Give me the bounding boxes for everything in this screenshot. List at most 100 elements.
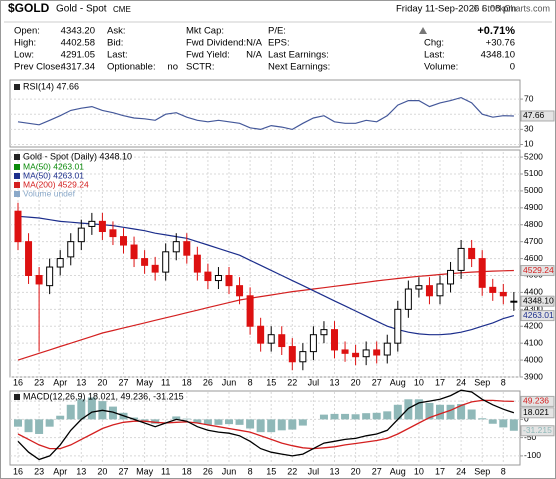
x-tick-label: 24 xyxy=(456,466,466,476)
x-tick-label: 13 xyxy=(76,466,86,476)
histogram-bar xyxy=(203,419,212,425)
candle-body xyxy=(320,329,328,336)
candle-body xyxy=(425,285,433,297)
x-tick-label: 15 xyxy=(266,466,276,476)
value-tag: 49.236 xyxy=(523,396,549,406)
candle-body xyxy=(35,274,43,285)
info-value: +30.76 xyxy=(486,38,515,49)
info-value: 0 xyxy=(510,62,515,73)
x-tick-label: May xyxy=(136,466,154,476)
candle-body xyxy=(77,227,85,243)
y-tick-label: 4200 xyxy=(524,320,543,330)
info-label: Bid: xyxy=(107,38,123,49)
exchange: CME xyxy=(113,5,131,14)
y-tick-label: 0 xyxy=(524,414,529,424)
info-value: 4348.10 xyxy=(481,50,515,61)
rsi-panel xyxy=(9,79,521,148)
histogram-bar xyxy=(225,419,233,425)
legend-swatch xyxy=(14,164,20,170)
histogram-bar xyxy=(372,412,381,420)
moving-average xyxy=(17,269,514,361)
y-tick-label: 70 xyxy=(524,93,534,103)
histogram-bar xyxy=(246,419,255,429)
histogram-bar xyxy=(151,419,160,424)
candle-body xyxy=(362,349,370,358)
value-tag-box xyxy=(520,310,555,322)
info-label: Next Earnings: xyxy=(268,62,330,73)
x-tick-label: 27 xyxy=(372,466,382,476)
y-tick-label: 4400 xyxy=(524,287,543,297)
x-tick-label: 8 xyxy=(501,466,506,476)
legend-entry: MA(50) 4263.01 xyxy=(23,170,84,180)
info-label: Optionable: xyxy=(107,62,156,73)
legend-swatch xyxy=(14,191,20,197)
candle-body xyxy=(331,329,338,351)
info-label: Open: xyxy=(14,26,40,37)
title-swatch xyxy=(14,394,20,400)
y-tick-label: 5000 xyxy=(524,185,543,195)
x-tick-label: Apr xyxy=(53,377,67,387)
x-tick-label: 8 xyxy=(248,377,253,387)
candle-body xyxy=(225,274,233,287)
y-tick-label: 5200 xyxy=(524,151,543,161)
candle-body xyxy=(510,300,518,303)
candle-body xyxy=(130,244,138,260)
candle-body xyxy=(109,229,117,238)
x-tick-label: Jul xyxy=(308,466,320,476)
info-label: Last: xyxy=(424,50,445,61)
security-name: Gold - Spot xyxy=(56,4,107,15)
info-value: N/A xyxy=(246,38,263,49)
up-arrow xyxy=(419,27,427,34)
x-tick-label: Apr xyxy=(53,466,67,476)
candle-body xyxy=(394,308,402,344)
info-value: 4402.58 xyxy=(61,38,95,49)
candle-body xyxy=(25,241,33,276)
value-tag-box xyxy=(520,265,555,277)
x-tick-label: 20 xyxy=(97,466,107,476)
info-label: P/E: xyxy=(268,26,286,37)
panel-title: RSI(14) 47.66 xyxy=(23,81,79,91)
y-tick-label: 4100 xyxy=(524,337,543,347)
x-tick-label: 20 xyxy=(351,466,361,476)
x-tick-label: Aug xyxy=(390,466,406,476)
y-tick-label: 4000 xyxy=(524,354,543,364)
histogram-bar xyxy=(235,419,244,425)
macd-panel xyxy=(9,390,521,466)
x-tick-label: 17 xyxy=(435,466,445,476)
value-tag-box xyxy=(520,295,555,307)
macd-line xyxy=(17,399,514,450)
y-tick-label: 30 xyxy=(524,124,534,134)
x-tick-label: 10 xyxy=(414,377,424,387)
candle-body xyxy=(415,285,423,290)
x-tick-label: 13 xyxy=(76,377,86,387)
info-label: EPS: xyxy=(268,38,290,49)
info-label: Chg: xyxy=(424,38,444,49)
x-tick-label: 22 xyxy=(287,377,297,387)
x-tick-label: 16 xyxy=(13,466,23,476)
value-tag: 4529.24 xyxy=(523,265,554,275)
candle-body xyxy=(341,349,349,354)
candle-body xyxy=(278,334,286,348)
datetime: Friday 11-Sep-2026 6:08 pm xyxy=(396,4,516,15)
candle-body xyxy=(309,334,317,353)
info-value: no xyxy=(167,62,178,73)
value-tag-box xyxy=(520,407,555,419)
x-tick-label: May xyxy=(136,377,154,387)
value-tag-box xyxy=(520,110,555,122)
y-tick-label: 4900 xyxy=(524,202,543,212)
y-tick-label: 4700 xyxy=(524,236,543,246)
x-tick-label: 10 xyxy=(414,466,424,476)
x-tick-label: Jun xyxy=(222,377,237,387)
candle-body xyxy=(67,241,75,258)
info-label: SCTR: xyxy=(186,62,215,73)
info-label: Ask: xyxy=(107,26,125,37)
x-tick-label: 18 xyxy=(182,466,192,476)
x-tick-label: Sep xyxy=(474,466,490,476)
candle-body xyxy=(383,342,391,356)
info-value: 4291.05 xyxy=(61,50,95,61)
candle-body xyxy=(88,220,96,227)
histogram-bar xyxy=(14,419,22,427)
info-value: +0.71% xyxy=(477,25,515,37)
histogram-bar xyxy=(478,418,487,420)
